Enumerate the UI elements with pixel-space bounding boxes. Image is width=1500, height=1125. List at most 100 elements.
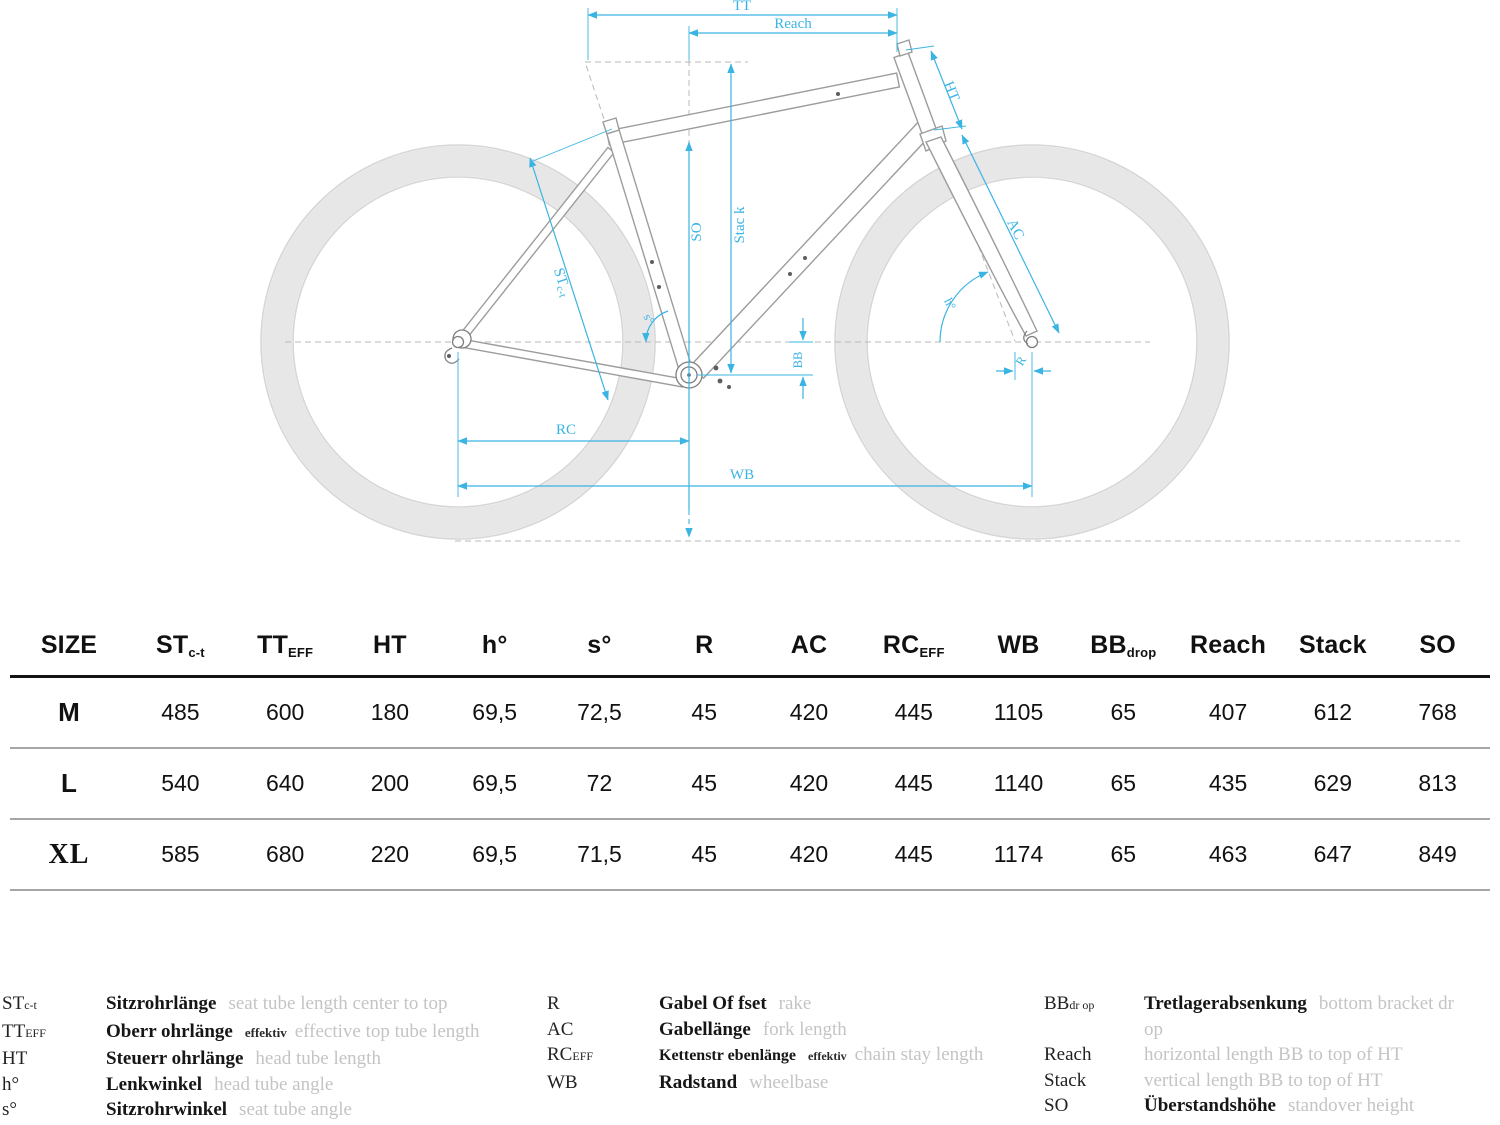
dim-label-tt: TT xyxy=(733,0,751,14)
value-cell: 45 xyxy=(691,841,718,867)
header-cell: h° xyxy=(442,631,547,660)
header-cell: BBdrop xyxy=(1071,631,1176,660)
dim-label-so: SO xyxy=(689,222,705,241)
header-cell: AC xyxy=(757,631,862,660)
legend-abbr-label: s° xyxy=(2,1099,17,1121)
derailleur-hanger xyxy=(444,347,460,364)
value-cell: 65 xyxy=(1110,770,1137,796)
header-subscript: EFF xyxy=(288,644,314,660)
legend-text: Steuerr ohrlänge head tube length xyxy=(106,1046,547,1072)
legend-gloss: fork length xyxy=(762,1018,847,1040)
legend-abbr: AC xyxy=(547,1017,659,1043)
legend-column: STc-t Sitzrohrlänge seat tube length cente… xyxy=(2,991,547,1123)
legend-column: BBdr op Tretlagerabsenkung bottom bracket … xyxy=(1044,991,1496,1123)
legend-term: Sitzrohrwinkel xyxy=(106,1099,228,1121)
value-cell: 420 xyxy=(789,699,829,725)
dim-label-ht: HT xyxy=(940,79,962,104)
legend-term: Kettenstr ebenlänge xyxy=(659,1047,797,1065)
legend-abbr-label: Stack xyxy=(1044,1069,1087,1091)
value-cell: 420 xyxy=(789,770,829,796)
top-tube xyxy=(605,72,901,146)
header-label: Stack xyxy=(1298,630,1367,659)
legend-abbr-label: Reach xyxy=(1044,1044,1092,1066)
legend-gloss: chain stay length xyxy=(854,1044,984,1066)
legend-abbr-label: SO xyxy=(1044,1095,1069,1117)
legend-term: Radstand xyxy=(659,1071,738,1093)
legend-term: Steuerr ohrlänge xyxy=(106,1048,244,1070)
legend-abbr-subscript: dr op xyxy=(1069,998,1095,1012)
dimension-r xyxy=(996,352,1051,380)
value-cell: 45 xyxy=(691,699,718,725)
header-cell: SO xyxy=(1385,631,1490,660)
value-cell: 485 xyxy=(161,699,200,725)
size-cell: L xyxy=(61,768,77,798)
value-cell: 407 xyxy=(1208,699,1248,725)
legend-abbr: Reach xyxy=(1044,1042,1144,1068)
headset-cap xyxy=(896,39,913,57)
legend-gloss: head tube length xyxy=(255,1048,381,1070)
value-cell: 420 xyxy=(789,841,829,867)
value-cell: 45 xyxy=(691,770,718,796)
value-cell: 849 xyxy=(1418,841,1457,867)
header-label: ST xyxy=(155,630,189,659)
dim-label-reach: Reach xyxy=(774,16,812,32)
value-cell: 72 xyxy=(586,770,613,796)
value-cell: 647 xyxy=(1313,841,1353,867)
dimension-tt xyxy=(587,8,898,60)
legend-text: Kettenstr ebenlänge effektiv chain stay le… xyxy=(659,1042,1044,1070)
legend-gloss: seat tube angle xyxy=(239,1099,352,1121)
legend-item: Reach horizontal length BB to top of HT xyxy=(1044,1042,1496,1068)
size-table: SIZE STc-t TTEFF HT h° s° R AC RCEFF WB BBdrop Reac… xyxy=(10,615,1490,891)
value-cell: 220 xyxy=(370,841,410,867)
legend-term: Tretlagerabsenkung xyxy=(1144,993,1307,1014)
legend-term: Gabellänge xyxy=(659,1018,751,1040)
legend-text: Oberr ohrlänge effektiv effective top tube… xyxy=(106,1019,547,1046)
value-cell: 1105 xyxy=(993,699,1044,725)
legend-abbr-subscript: EFF xyxy=(25,1025,46,1040)
legend-abbr: STc-t xyxy=(2,991,106,1019)
dimension-ht xyxy=(905,45,967,131)
legend-text: Überstandshöhe standover height xyxy=(1144,1093,1496,1119)
dim-label-h-angle: h° xyxy=(941,296,959,313)
header-cell: SIZE xyxy=(10,631,128,660)
legend-term: Sitzrohrlänge xyxy=(106,993,217,1014)
legend-abbr: TTEFF xyxy=(2,1019,106,1047)
legend-gloss: bottom bracket dr op xyxy=(1144,993,1473,1040)
legend-abbr: h° xyxy=(2,1072,106,1098)
legend-abbr: WB xyxy=(547,1070,659,1096)
header-cell: s° xyxy=(547,631,652,660)
size-cell: XL xyxy=(48,838,90,870)
legend-item: TTEFF Oberr ohrlänge effektiv effective top… xyxy=(2,1019,547,1047)
header-label: RC xyxy=(882,630,920,659)
value-cell: 1174 xyxy=(993,841,1044,867)
legend-abbr: Stack xyxy=(1044,1068,1144,1094)
header-label: Reach xyxy=(1190,630,1267,659)
value-cell: 65 xyxy=(1110,699,1137,725)
legend-abbr: HT xyxy=(2,1046,106,1072)
header-label: R xyxy=(695,630,714,659)
value-cell: 200 xyxy=(370,770,410,796)
value-cell: 640 xyxy=(265,770,305,796)
legend-item: BBdr op Tretlagerabsenkung bottom bracket … xyxy=(1044,991,1496,1042)
legend-gloss: head tube angle xyxy=(214,1073,334,1095)
angle-s xyxy=(642,310,669,343)
legend-abbr-label: AC xyxy=(547,1018,574,1040)
legend-gloss: horizontal length BB to top of HT xyxy=(1144,1044,1403,1066)
header-cell: STc-t xyxy=(128,631,233,660)
header-cell: RCEFF xyxy=(861,631,966,660)
legend-abbr: SO xyxy=(1044,1093,1144,1119)
header-label: SO xyxy=(1419,630,1456,659)
dimension-bb-drop xyxy=(697,318,813,399)
value-cell: 445 xyxy=(894,841,933,867)
legend-note: effektiv xyxy=(244,1024,287,1040)
legend-abbr: BBdr op xyxy=(1044,991,1144,1019)
header-label: SIZE xyxy=(40,630,98,659)
legend: STc-t Sitzrohrlänge seat tube length cente… xyxy=(2,991,1496,1123)
legend-text: horizontal length BB to top of HT xyxy=(1144,1042,1496,1068)
dim-label-st: STc-t xyxy=(548,266,574,299)
dimension-reach xyxy=(688,26,898,60)
dimension-st xyxy=(529,128,613,401)
legend-abbr: R xyxy=(547,991,659,1017)
header-cell: R xyxy=(652,631,757,660)
angle-h xyxy=(939,271,989,343)
